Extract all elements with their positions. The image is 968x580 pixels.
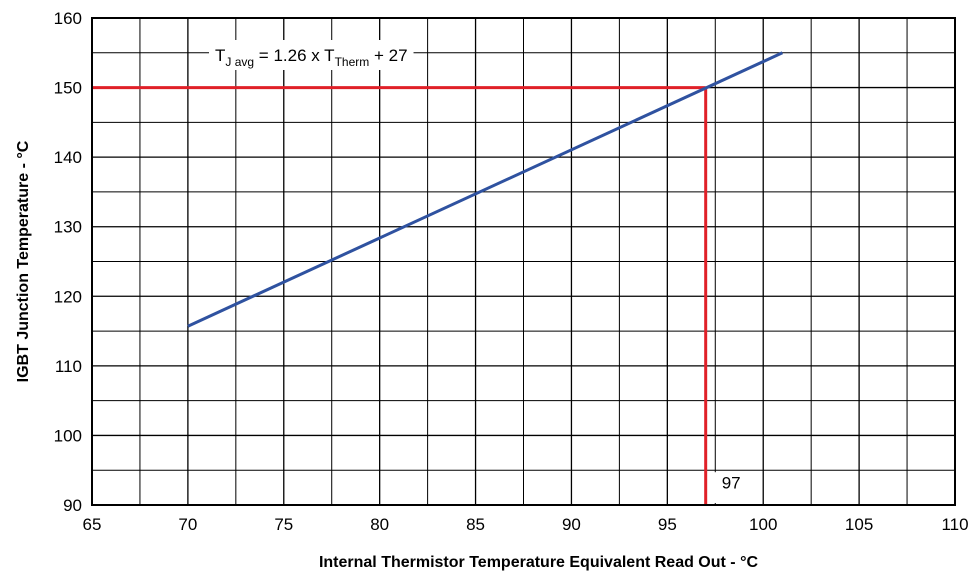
- y-tick-label: 130: [54, 218, 82, 237]
- y-tick-labels: 90 100 110 120 130 140 150 160: [54, 9, 82, 515]
- x-tick-label: 80: [370, 515, 389, 534]
- equation-background: [209, 40, 414, 70]
- y-axis-title: IGBT Junction Temperature - °C: [15, 140, 32, 382]
- x-tick-label: 85: [466, 515, 485, 534]
- y-tick-label: 110: [55, 357, 82, 376]
- plot-frame: [91, 17, 956, 506]
- x-tick-label: 75: [274, 515, 293, 534]
- x-axis-title: Internal Thermistor Temperature Equivale…: [319, 554, 759, 571]
- equation-subscript-2: Therm: [335, 55, 370, 69]
- y-tick-label: 150: [54, 79, 82, 98]
- marker-annotation: 97: [710, 472, 752, 503]
- y-tick-label: 140: [54, 148, 82, 167]
- y-tick-label: 160: [54, 9, 82, 28]
- x-tick-labels: 65 70 75 80 85 90 95 100 105 110: [83, 515, 968, 534]
- equation-end: + 27: [369, 46, 407, 65]
- minor-grid: [92, 18, 955, 505]
- y-tick-label: 90: [63, 496, 82, 515]
- x-tick-label: 90: [562, 515, 581, 534]
- x-tick-label: 65: [83, 515, 102, 534]
- x-tick-label: 95: [658, 515, 677, 534]
- x-tick-label: 100: [749, 515, 777, 534]
- equation-middle: = 1.26 x T: [254, 46, 334, 65]
- reference-lines: [92, 86, 708, 505]
- y-tick-label: 100: [54, 426, 82, 445]
- marker-label: 97: [722, 474, 741, 493]
- y-tick-label: 120: [54, 287, 82, 306]
- marker-label-background: [710, 472, 752, 503]
- x-tick-label: 105: [845, 515, 873, 534]
- equation-subscript-1: J avg: [225, 55, 254, 69]
- x-tick-label: 110: [941, 515, 968, 534]
- major-grid: [92, 18, 955, 505]
- equation-label: TJ avg = 1.26 x TTherm + 27: [215, 46, 408, 69]
- equation-t: T: [215, 46, 225, 65]
- equation-annotation: TJ avg = 1.26 x TTherm + 27: [209, 40, 414, 70]
- x-tick-label: 70: [178, 515, 197, 534]
- series-line: [187, 51, 784, 328]
- series-group: [187, 51, 784, 328]
